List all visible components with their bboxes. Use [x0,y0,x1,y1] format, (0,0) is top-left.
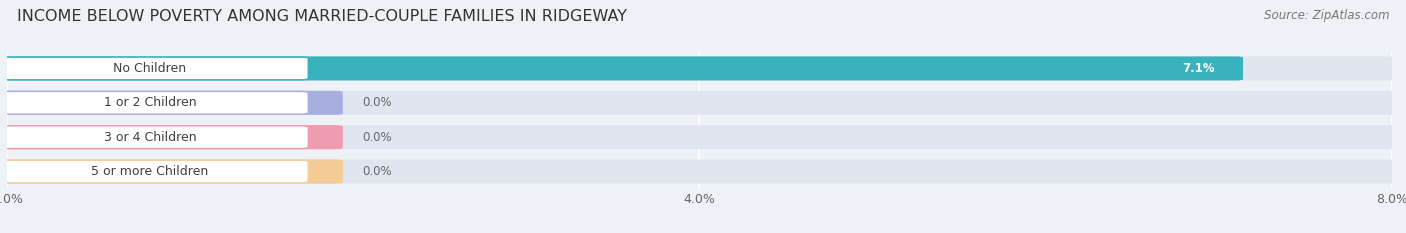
FancyBboxPatch shape [0,125,1399,149]
FancyBboxPatch shape [0,56,1399,80]
FancyBboxPatch shape [0,56,1243,80]
FancyBboxPatch shape [0,160,343,184]
Text: INCOME BELOW POVERTY AMONG MARRIED-COUPLE FAMILIES IN RIDGEWAY: INCOME BELOW POVERTY AMONG MARRIED-COUPL… [17,9,627,24]
FancyBboxPatch shape [0,126,308,148]
Text: 7.1%: 7.1% [1182,62,1215,75]
Text: No Children: No Children [114,62,187,75]
FancyBboxPatch shape [0,57,308,80]
Text: 0.0%: 0.0% [361,96,391,109]
FancyBboxPatch shape [0,91,343,115]
Text: Source: ZipAtlas.com: Source: ZipAtlas.com [1264,9,1389,22]
Text: 0.0%: 0.0% [361,131,391,144]
Text: 0.0%: 0.0% [361,165,391,178]
FancyBboxPatch shape [0,160,308,183]
Text: 1 or 2 Children: 1 or 2 Children [104,96,197,109]
FancyBboxPatch shape [0,125,343,149]
FancyBboxPatch shape [0,91,1399,115]
Text: 3 or 4 Children: 3 or 4 Children [104,131,197,144]
FancyBboxPatch shape [0,92,308,114]
FancyBboxPatch shape [0,160,1399,184]
Text: 5 or more Children: 5 or more Children [91,165,208,178]
